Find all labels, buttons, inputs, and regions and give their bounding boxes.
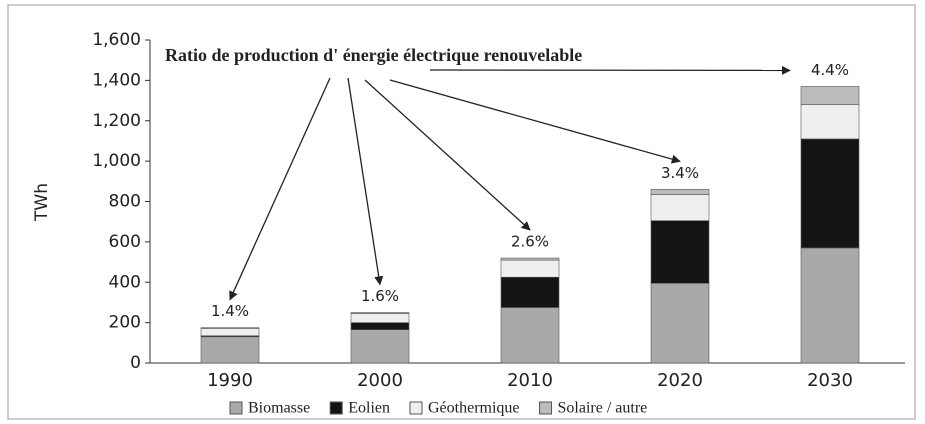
bar-segment <box>350 312 410 314</box>
bar-segment <box>800 138 860 249</box>
bar-segment <box>350 322 410 330</box>
arrow <box>229 77 331 301</box>
x-tick-label: 2020 <box>657 370 703 391</box>
ratio-label: 3.4% <box>661 164 699 182</box>
bar-segment <box>200 327 260 329</box>
frame <box>7 4 916 420</box>
x-tick-label: 2030 <box>807 370 853 391</box>
x-tick-label: 2010 <box>507 370 553 391</box>
y-tick-label: 0 <box>130 353 141 373</box>
y-tick-label: 400 <box>109 272 141 292</box>
legend-swatch <box>229 401 243 415</box>
bar-segment <box>200 336 260 364</box>
legend-label: Biomasse <box>248 400 310 417</box>
legend-swatch <box>539 401 553 415</box>
arrow <box>389 79 681 164</box>
y-tick-label: 200 <box>109 313 141 333</box>
legend-label: Géothermique <box>428 400 520 417</box>
y-tick-label: 1,600 <box>92 30 141 50</box>
arrow <box>347 77 384 286</box>
legend-label: Solaire / autre <box>558 400 648 417</box>
legend-swatch <box>329 401 343 415</box>
ratio-label: 2.6% <box>511 233 549 251</box>
x-tick-label: 2000 <box>357 370 403 391</box>
bar-segment <box>800 86 860 105</box>
legend-label: Eolien <box>348 400 390 417</box>
bar-segment <box>500 276 560 308</box>
bar-segment <box>500 259 560 278</box>
bar-segment <box>650 220 710 284</box>
bar-segment <box>500 307 560 364</box>
bar-segment <box>350 313 410 323</box>
y-tick-label: 600 <box>109 232 141 252</box>
y-tick-label: 1,000 <box>92 151 141 171</box>
x-tick-label: 1990 <box>207 370 253 391</box>
bar-segment <box>650 189 710 195</box>
bar-segment <box>200 328 260 337</box>
ratio-label: 1.4% <box>211 302 249 320</box>
bar-segment <box>800 104 860 140</box>
arrow <box>364 79 531 231</box>
y-tick-label: 800 <box>109 192 141 212</box>
bar-segment <box>650 194 710 221</box>
y-tick-label: 1,200 <box>92 111 141 131</box>
bar-segment <box>650 282 710 364</box>
bar-segment <box>800 247 860 364</box>
legend-swatch <box>409 401 423 415</box>
y-axis-label: TWh <box>32 183 52 222</box>
annotation: Ratio de production d' énergie électriqu… <box>165 45 582 65</box>
bar-segment <box>500 257 560 261</box>
bar-segment <box>350 329 410 364</box>
y-tick-label: 1,400 <box>92 70 141 90</box>
ratio-label: 4.4% <box>811 61 849 79</box>
ratio-label: 1.6% <box>361 287 399 305</box>
